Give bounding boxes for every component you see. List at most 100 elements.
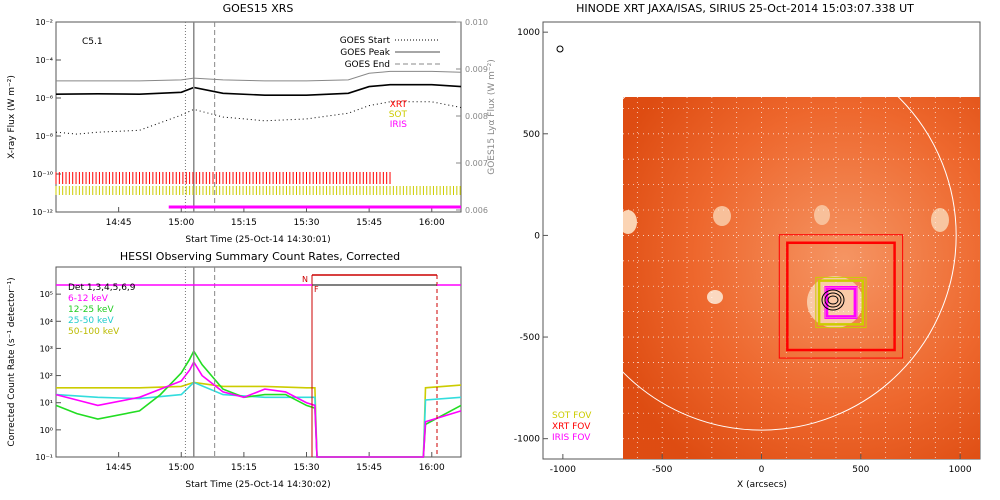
xrt-fov-boxes: [778, 234, 904, 359]
label-sot: SOT: [389, 110, 408, 120]
fov-box-outline: [778, 234, 904, 359]
xrt-x-tick-label: 500: [852, 465, 869, 475]
hessi-y-tick-label: 10¹: [40, 399, 53, 408]
goes-x-tick-label: 15:30: [294, 218, 320, 228]
legend-goes-end: GOES End: [345, 60, 390, 70]
hessi-legend: Det 1,3,4,5,6,9 6-12 keV 12-25 keV 25-50…: [68, 283, 136, 337]
goes-x-tick-label: 16:00: [419, 218, 445, 228]
legend-hessi-50-100: 50-100 keV: [68, 327, 120, 337]
hessi-y-tick-label: 10⁵: [40, 290, 53, 299]
goes-event-markers: [184, 22, 216, 212]
contour-3: [827, 295, 839, 305]
contour-1: [821, 289, 845, 311]
hessi-series-line: [55, 349, 462, 458]
label-iris: IRIS: [390, 120, 408, 130]
goes-y-tick-label: 10⁻¹⁰: [32, 170, 53, 179]
goes-y-tick-label: 10⁻⁶: [35, 94, 53, 103]
xrt-bright-region-south: [707, 290, 723, 304]
goes-x-tick-label: 15:45: [356, 218, 382, 228]
goes-series-line: [55, 101, 462, 135]
hessi-y-tick-label: 10⁴: [40, 317, 53, 326]
goes-y-tick-label: 10⁻⁸: [35, 132, 53, 141]
hessi-y-axis: 10⁵ 10⁴ 10³ 10² 10¹ 10⁰ 10⁻¹: [35, 290, 61, 462]
hessi-x-tick-label: 15:15: [231, 463, 257, 473]
contour-2: [824, 292, 842, 308]
hessi-x-tick-label: 15:30: [294, 463, 320, 473]
fov-box-outline: [815, 276, 867, 329]
goes-x-tick-label: 14:45: [106, 218, 132, 228]
goes-y-tick-label: 10⁻⁴: [35, 56, 53, 65]
xrt-bright-region-limb: [931, 208, 949, 232]
legend-hessi-12-25: 12-25 keV: [68, 305, 114, 315]
xrt-y-axis: 1000 500 0 -500 -1000: [514, 28, 548, 445]
goes-y2-tick-label: 0.006: [465, 206, 488, 215]
goes-x-tick-label: 15:00: [168, 218, 194, 228]
label-xrt: XRT: [390, 100, 408, 110]
hessi-series-line: [55, 381, 462, 458]
xrt-solar-limb: [566, 40, 957, 431]
hessi-x-tick-label: 16:00: [419, 463, 445, 473]
goes-series-line: [55, 83, 462, 96]
legend-goes-peak: GOES Peak: [340, 48, 390, 58]
xrt-bright-region-west: [713, 206, 731, 226]
hessi-y-tick-label: 10²: [40, 372, 53, 381]
hessi-y-tick-label: 10⁻¹: [35, 453, 53, 462]
xrt-x-tick-label: 1000: [949, 465, 972, 475]
hessi-series: [55, 349, 462, 458]
xrt-origin-marker: [556, 45, 564, 53]
legend-hessi-25-50: 25-50 keV: [68, 316, 114, 326]
goes-y2-tick-label: 0.007: [465, 159, 488, 168]
legend-goes-start: GOES Start: [340, 36, 391, 46]
xrt-bright-region-center: [814, 205, 830, 225]
hessi-y-tick-label: 10⁰: [40, 426, 53, 435]
fov-box: [786, 241, 896, 352]
goes-legend: GOES Start GOES Peak GOES End XRT SOT IR…: [340, 36, 440, 130]
goes-y2-tick-label: 0.010: [465, 18, 488, 27]
hessi-flag-f: F: [314, 285, 319, 294]
xrt-x-axis: -1000 -500 0 500 1000: [550, 454, 972, 475]
xrt-bright-region-east: [623, 210, 637, 234]
legend-iris-fov: IRIS FOV: [552, 433, 591, 443]
hessi-x-axis: 14:45 15:00 15:15 15:30 15:45 16:00: [106, 452, 445, 473]
fov-box: [817, 279, 865, 326]
goes-series: [55, 70, 462, 135]
xrt-y-tick-label: 500: [523, 130, 540, 140]
legend-sot-fov: SOT FOV: [552, 411, 592, 421]
legend-hessi-det: Det 1,3,4,5,6,9: [68, 283, 136, 293]
hessi-x-tick-label: 14:45: [106, 463, 132, 473]
goes-title: GOES15 XRS: [223, 2, 294, 15]
xrt-flare-contours: [821, 289, 845, 311]
xrt-x-tick-label: -1000: [550, 465, 576, 475]
xrt-fov-legend: SOT FOV XRT FOV IRIS FOV: [552, 411, 592, 443]
xrt-image-panel: HINODE XRT JAXA/ISAS, SIRIUS 25-Oct-2014…: [514, 2, 981, 490]
goes-x-axis: 14:45 15:00 15:15 15:30 15:45 16:00: [106, 207, 445, 228]
goes-y2-tick-label: 0.008: [465, 112, 488, 121]
goes-x-tick-label: 15:15: [231, 218, 257, 228]
xrt-xlabel: X (arcsecs): [737, 480, 787, 490]
goes-series-line: [56, 70, 462, 82]
xrt-y-tick-label: 1000: [517, 28, 540, 38]
xrt-y-tick-label: -1000: [514, 435, 540, 445]
hessi-series-line: [55, 360, 462, 458]
hessi-title: HESSI Observing Summary Count Rates, Cor…: [120, 250, 400, 263]
goes-y-tick-label: 10⁻¹²: [32, 208, 53, 217]
goes-y-axis: 10⁻² 10⁻⁴ 10⁻⁶ 10⁻⁸ 10⁻¹⁰ 10⁻¹²: [32, 18, 61, 217]
goes-flare-class: C5.1: [82, 37, 103, 47]
goes-y-tick-label: 10⁻²: [35, 18, 53, 27]
xrt-solar-image: [623, 97, 980, 459]
hessi-x-tick-label: 15:45: [356, 463, 382, 473]
hessi-y-tick-label: 10³: [40, 344, 53, 353]
fov-box: [825, 287, 857, 318]
xrt-y-tick-label: -500: [520, 333, 541, 343]
goes-ylabel2: GOES15 Lyα Flux (W m⁻²): [487, 59, 497, 175]
hessi-plot-frame: [55, 266, 462, 458]
goes-ylabel: X-ray Flux (W m⁻²): [7, 75, 17, 159]
xrt-x-tick-label: -500: [652, 465, 673, 475]
hessi-flag-n: N: [302, 275, 308, 284]
goes-y2-tick-label: 0.009: [465, 65, 488, 74]
goes-plot-frame: [55, 21, 462, 213]
xrt-title: HINODE XRT JAXA/ISAS, SIRIUS 25-Oct-2014…: [576, 2, 914, 15]
goes-instrument-coverage: [55, 172, 461, 209]
hessi-panel: HESSI Observing Summary Count Rates, Cor…: [7, 250, 462, 490]
hessi-event-markers: [184, 267, 216, 457]
